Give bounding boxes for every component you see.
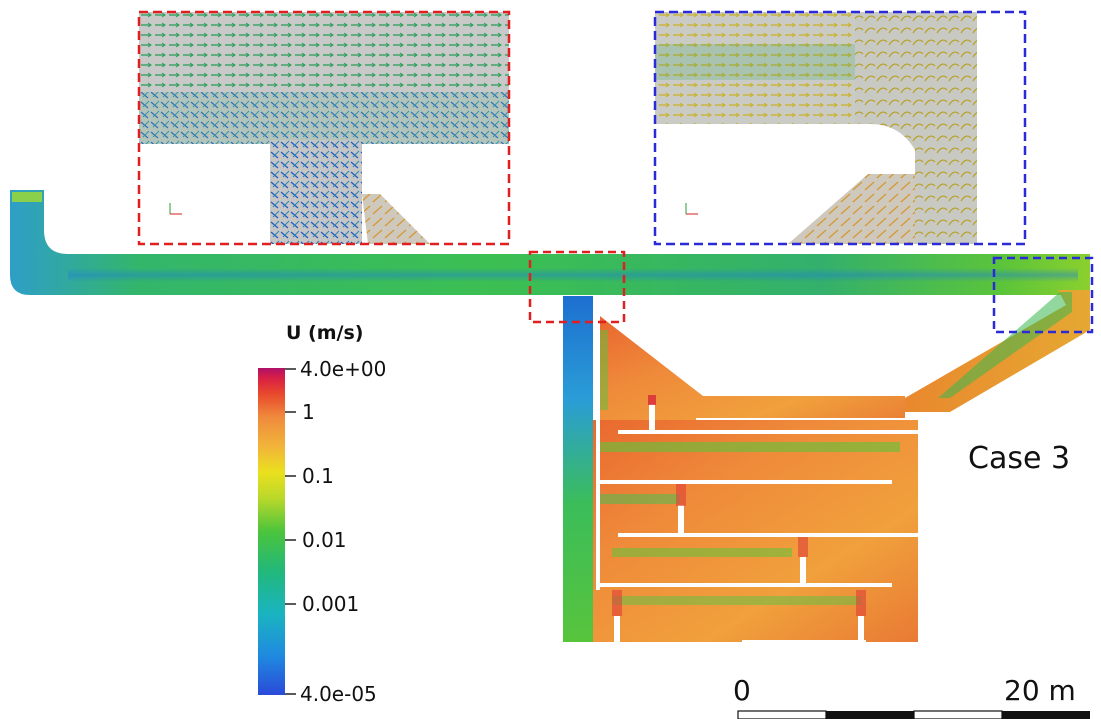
scale-bar-start-label: 0 <box>733 674 751 707</box>
colorbar-tick-label: 0.001 <box>302 592 360 616</box>
scale-bar-end-label: 20 m <box>1004 674 1076 707</box>
colorbar-title: U (m/s) <box>286 322 364 344</box>
scale-bar <box>737 710 1090 719</box>
colorbar-tick-label: 4.0e-05 <box>300 682 377 706</box>
colorbar-tick-label: 1 <box>302 400 315 424</box>
zoom-marker-junction <box>528 250 626 324</box>
colorbar-tick-label: 4.0e+00 <box>300 357 387 381</box>
colorbar-tick-label: 0.1 <box>302 464 334 488</box>
outlet-diagonal-channel <box>905 290 1090 412</box>
case-label: Case 3 <box>968 441 1071 476</box>
main-pipe <box>10 190 1090 295</box>
settling-tank <box>563 296 918 644</box>
zoom-marker-outlet <box>992 256 1094 334</box>
axes-triad-icon <box>685 203 698 215</box>
colorbar-gradient <box>258 368 285 695</box>
axes-triad-icon <box>169 203 182 215</box>
inset-outlet-bend <box>653 10 1027 246</box>
colorbar-tick-label: 0.01 <box>302 528 347 552</box>
colorbar <box>258 368 296 695</box>
inset-junction <box>137 10 511 246</box>
